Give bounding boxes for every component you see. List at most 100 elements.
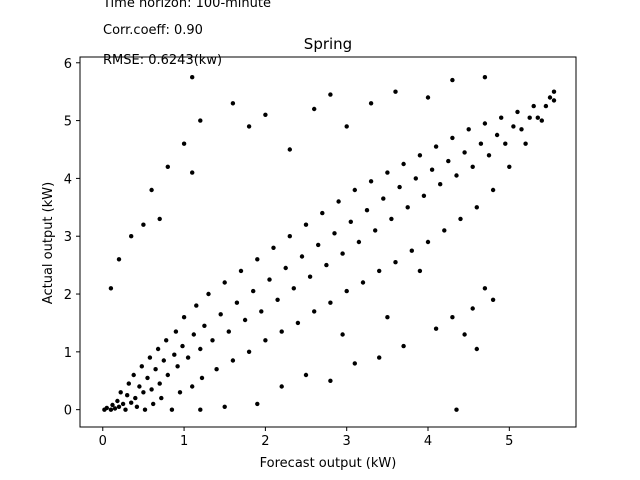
- scatter-point: [131, 372, 136, 378]
- scatter-point: [115, 398, 120, 404]
- scatter-point: [283, 265, 288, 271]
- scatter-point: [116, 404, 122, 409]
- scatter-point: [547, 95, 553, 100]
- scatter-point: [377, 268, 382, 274]
- scatter-point: [165, 164, 170, 169]
- scatter-point: [433, 326, 439, 331]
- scatter-point: [139, 364, 144, 369]
- scatter-point: [356, 239, 362, 245]
- scatter-point: [159, 395, 164, 401]
- scatter-point: [165, 372, 170, 378]
- scatter-point: [470, 164, 475, 169]
- y-tick-label: 1: [64, 346, 72, 361]
- scatter-point: [198, 407, 203, 412]
- scatter-point: [474, 346, 479, 352]
- scatter-point: [141, 390, 146, 395]
- x-tick-label: 5: [505, 434, 513, 449]
- scatter-point: [413, 176, 418, 181]
- y-axis-label: Actual output (kW): [41, 182, 56, 304]
- scatter-point: [126, 381, 131, 386]
- scatter-point: [450, 135, 455, 141]
- scatter-point: [151, 401, 156, 407]
- scatter-points: [102, 75, 557, 412]
- scatter-point: [470, 306, 475, 311]
- scatter-point: [108, 286, 114, 291]
- scatter-point: [409, 248, 414, 253]
- scatter-point: [181, 141, 187, 146]
- scatter-point: [142, 407, 148, 412]
- scatter-point: [503, 141, 508, 146]
- scatter-point: [149, 387, 154, 392]
- scatter-point: [336, 199, 341, 204]
- scatter-point: [279, 384, 284, 389]
- scatter-point: [259, 309, 264, 314]
- scatter-point: [368, 101, 374, 106]
- scatter-point: [275, 297, 280, 302]
- x-tick-label: 2: [261, 434, 269, 449]
- scatter-point: [307, 274, 313, 279]
- scatter-point: [230, 101, 236, 106]
- scatter-point: [340, 332, 345, 337]
- scatter-point: [112, 406, 118, 411]
- scatter-point: [129, 400, 134, 405]
- y-tick-label: 5: [64, 115, 72, 130]
- scatter-point: [218, 312, 223, 317]
- scatter-point: [377, 355, 382, 360]
- scatter-point: [340, 251, 345, 256]
- scatter-point: [180, 343, 185, 349]
- scatter-point: [202, 323, 207, 328]
- scatter-point: [348, 219, 353, 224]
- scatter-point: [299, 254, 305, 259]
- scatter-point: [523, 141, 528, 146]
- x-axis-label: Forecast output (kW): [260, 456, 397, 471]
- scatter-point: [214, 367, 219, 372]
- scatter-point: [393, 89, 398, 94]
- scatter-point: [120, 401, 126, 407]
- x-tick-label: 1: [180, 434, 188, 449]
- scatter-point: [173, 329, 179, 334]
- scatter-point: [263, 338, 268, 343]
- scatter-point: [125, 393, 130, 398]
- scatter-point: [360, 280, 366, 285]
- scatter-point: [393, 260, 398, 265]
- scatter-point: [328, 92, 333, 97]
- scatter-point: [129, 234, 134, 239]
- scatter-point: [145, 375, 150, 381]
- scatter-point: [155, 346, 161, 352]
- scatter-point: [539, 118, 544, 123]
- annotation-corr-coeff: Corr.coeff: 0.90: [103, 23, 203, 38]
- scatter-point: [515, 109, 520, 115]
- scatter-point: [511, 124, 516, 129]
- scatter-point: [332, 231, 337, 236]
- scatter-point: [303, 372, 309, 378]
- scatter-point: [328, 300, 333, 305]
- scatter-point: [222, 404, 227, 409]
- scatter-point: [474, 205, 479, 210]
- scatter-point: [535, 115, 540, 120]
- scatter-point: [417, 153, 423, 158]
- scatter-point: [185, 355, 191, 360]
- scatter-point: [486, 153, 492, 158]
- scatter-point: [199, 375, 205, 381]
- scatter-point: [490, 187, 496, 193]
- scatter-point: [401, 343, 406, 349]
- scatter-point: [324, 262, 329, 268]
- scatter-point: [368, 179, 374, 184]
- scatter-point: [551, 98, 557, 103]
- plot-frame: [79, 56, 577, 428]
- scatter-point: [251, 288, 256, 294]
- x-axis-ticks: 0 1 2 3 4 5: [99, 427, 513, 449]
- scatter-point: [462, 150, 467, 155]
- scatter-point: [149, 187, 154, 193]
- scatter-point: [116, 257, 122, 262]
- scatter-point: [433, 144, 439, 149]
- chart-title: Spring: [304, 35, 352, 53]
- scatter-point: [169, 407, 175, 412]
- scatter-point: [133, 395, 138, 401]
- scatter-point: [389, 216, 394, 222]
- scatter-point: [316, 242, 321, 248]
- scatter-point: [527, 115, 532, 120]
- scatter-point: [320, 210, 325, 216]
- scatter-point: [161, 358, 166, 363]
- scatter-point: [108, 407, 114, 412]
